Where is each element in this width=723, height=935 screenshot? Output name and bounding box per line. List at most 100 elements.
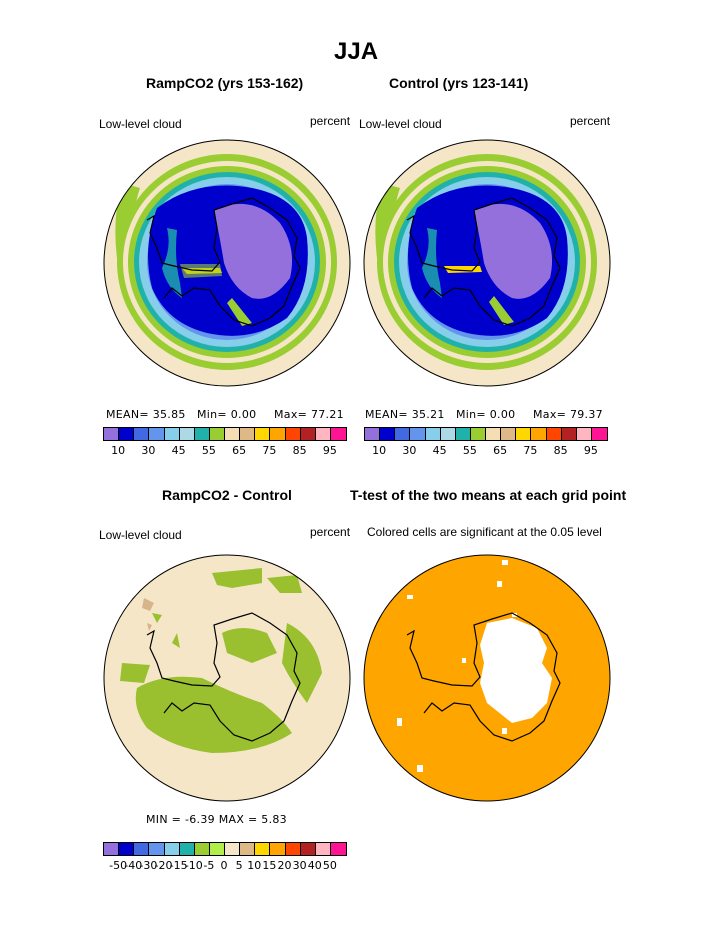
colorbar-tick-label: 45 <box>432 444 447 457</box>
stat-min-control: Min= 0.00 <box>456 408 516 421</box>
panel-title-difference: RampCO2 - Control <box>162 487 292 503</box>
colorbar-tick-label: 75 <box>523 444 538 457</box>
colorbar-swatch <box>501 428 517 440</box>
colorbar-swatch <box>455 428 471 440</box>
colorbar-swatch <box>285 843 301 855</box>
variable-label: Low-level cloud <box>99 117 182 131</box>
colorbar-swatch <box>300 843 316 855</box>
colorbar-tick-label: -5 <box>203 859 215 872</box>
colorbar-swatch <box>194 843 210 855</box>
colorbar-swatch <box>546 428 562 440</box>
colorbar-tick-label: 40 <box>307 859 322 872</box>
colorbar-tick-label: -50 <box>109 859 128 872</box>
colorbar-rampco2 <box>103 427 347 441</box>
colorbar-swatch <box>531 428 547 440</box>
colorbar-tick-label: 5 <box>235 859 243 872</box>
colorbar-swatch <box>209 428 225 440</box>
colorbar-swatch <box>255 428 271 440</box>
stat-max-control: Max= 79.37 <box>533 408 603 421</box>
colorbar-swatch <box>470 428 486 440</box>
colorbar-swatch <box>149 843 165 855</box>
colorbar-tick-label: 65 <box>493 444 508 457</box>
map-ttest <box>363 554 611 802</box>
units-label: percent <box>570 114 611 128</box>
colorbar-swatch <box>270 843 286 855</box>
map-difference <box>103 554 351 802</box>
colorbar-swatch <box>179 843 195 855</box>
colorbar-tick-label: 55 <box>462 444 477 457</box>
colorbar-swatch <box>134 428 150 440</box>
colorbar-swatch <box>330 428 346 440</box>
colorbar-tick-label: 30 <box>141 444 156 457</box>
variable-label: Low-level cloud <box>359 117 442 131</box>
colorbar-swatch <box>410 428 426 440</box>
colorbar-control <box>364 427 608 441</box>
colorbar-tick-label: 30 <box>292 859 307 872</box>
colorbar-tick-label: 85 <box>553 444 568 457</box>
colorbar-swatch <box>225 843 241 855</box>
colorbar-swatch <box>149 428 165 440</box>
colorbar-tick-label: 75 <box>262 444 277 457</box>
colorbar-swatch <box>330 843 346 855</box>
colorbar-swatch <box>134 843 150 855</box>
colorbar-tick-label: 15 <box>262 859 277 872</box>
colorbar-swatch <box>315 428 331 440</box>
variable-label: Low-level cloud <box>99 528 182 542</box>
stat-min-rampco2: Min= 0.00 <box>197 408 257 421</box>
colorbar-swatch <box>576 428 592 440</box>
colorbar-swatch <box>240 843 256 855</box>
colorbar-tick-label: -15 <box>169 859 188 872</box>
colorbar-swatch <box>164 428 180 440</box>
colorbar-swatch <box>561 428 577 440</box>
colorbar-tick-label: 45 <box>171 444 186 457</box>
figure-title: JJA <box>334 38 379 65</box>
colorbar-swatch <box>104 428 120 440</box>
colorbar-tick-label: -20 <box>154 859 173 872</box>
colorbar-tick-label: 30 <box>402 444 417 457</box>
stat-mean-rampco2: MEAN= 35.85 <box>106 408 186 421</box>
colorbar-swatch <box>225 428 241 440</box>
colorbar-tick-label: 10 <box>111 444 126 457</box>
colorbar-tick-label: 65 <box>232 444 247 457</box>
colorbar-swatch <box>209 843 225 855</box>
colorbar-swatch <box>440 428 456 440</box>
colorbar-tick-label: 95 <box>583 444 598 457</box>
colorbar-tick-label: 95 <box>322 444 337 457</box>
colorbar-swatch <box>164 843 180 855</box>
colorbar-swatch <box>179 428 195 440</box>
colorbar-swatch <box>240 428 256 440</box>
colorbar-swatch <box>300 428 316 440</box>
colorbar-swatch <box>270 428 286 440</box>
ttest-subtitle: Colored cells are significant at the 0.0… <box>367 525 602 539</box>
colorbar-difference <box>103 842 347 856</box>
colorbar-tick-label: 50 <box>322 859 337 872</box>
colorbar-tick-label: 0 <box>220 859 228 872</box>
colorbar-tick-label: -30 <box>139 859 158 872</box>
colorbar-swatch <box>119 428 135 440</box>
panel-title-control: Control (yrs 123-141) <box>389 75 529 91</box>
colorbar-swatch <box>255 843 271 855</box>
colorbar-swatch <box>194 428 210 440</box>
panel-title-rampco2: RampCO2 (yrs 153-162) <box>146 75 304 91</box>
colorbar-swatch <box>591 428 607 440</box>
colorbar-swatch <box>119 843 135 855</box>
units-label: percent <box>310 114 351 128</box>
colorbar-swatch <box>285 428 301 440</box>
colorbar-tick-label: -10 <box>184 859 203 872</box>
stat-mean-control: MEAN= 35.21 <box>365 408 445 421</box>
panel-title-ttest: T-test of the two means at each grid poi… <box>350 487 627 503</box>
colorbar-tick-label: -40 <box>124 859 143 872</box>
colorbar-tick-label: 85 <box>292 444 307 457</box>
colorbar-tick-label: 20 <box>277 859 292 872</box>
colorbar-swatch <box>486 428 502 440</box>
colorbar-tick-label: 10 <box>372 444 387 457</box>
colorbar-swatch <box>516 428 532 440</box>
colorbar-tick-label: 55 <box>201 444 216 457</box>
units-label: percent <box>310 525 351 539</box>
colorbar-swatch <box>315 843 331 855</box>
colorbar-swatch <box>104 843 120 855</box>
map-control <box>363 139 611 387</box>
colorbar-swatch <box>425 428 441 440</box>
colorbar-swatch <box>380 428 396 440</box>
stat-max-rampco2: Max= 77.21 <box>274 408 344 421</box>
